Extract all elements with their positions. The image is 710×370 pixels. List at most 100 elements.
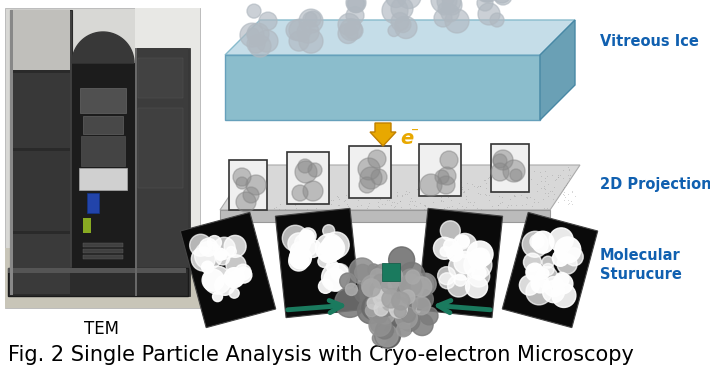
Bar	[10, 148, 70, 151]
Point	[569, 194, 581, 199]
Point	[415, 201, 426, 206]
Circle shape	[318, 241, 340, 263]
Point	[443, 190, 454, 196]
Point	[454, 200, 465, 206]
Point	[460, 196, 471, 202]
Text: ⁻: ⁻	[411, 125, 419, 141]
Point	[446, 197, 457, 203]
Bar	[138, 108, 183, 188]
Point	[484, 175, 496, 181]
Circle shape	[404, 311, 417, 325]
Bar	[229, 160, 267, 210]
Circle shape	[371, 169, 387, 185]
Circle shape	[557, 254, 577, 274]
Point	[472, 183, 484, 189]
Circle shape	[339, 273, 356, 289]
Circle shape	[368, 150, 386, 168]
Point	[562, 197, 574, 203]
Point	[558, 192, 569, 198]
Point	[535, 178, 547, 184]
Circle shape	[367, 302, 387, 322]
Point	[261, 206, 273, 212]
FancyArrow shape	[370, 123, 396, 146]
Point	[259, 203, 271, 209]
Bar	[80, 88, 126, 113]
Point	[433, 184, 444, 190]
Point	[566, 189, 577, 195]
Point	[373, 204, 384, 210]
Circle shape	[247, 35, 265, 53]
Point	[418, 191, 430, 196]
Point	[368, 189, 380, 195]
Point	[528, 199, 540, 205]
Circle shape	[335, 287, 365, 317]
Point	[497, 199, 508, 205]
Circle shape	[371, 275, 382, 287]
Circle shape	[315, 234, 344, 262]
Point	[501, 204, 513, 210]
Point	[520, 181, 532, 186]
Polygon shape	[502, 212, 598, 327]
Circle shape	[480, 0, 498, 2]
Circle shape	[523, 253, 542, 271]
Circle shape	[565, 248, 583, 266]
Circle shape	[371, 269, 384, 283]
Circle shape	[405, 282, 422, 300]
Point	[559, 194, 571, 200]
Point	[408, 202, 420, 208]
Circle shape	[438, 167, 456, 185]
Point	[385, 202, 396, 208]
Circle shape	[466, 276, 488, 298]
Circle shape	[390, 276, 402, 288]
Circle shape	[390, 308, 408, 326]
Point	[251, 205, 262, 211]
Point	[510, 171, 521, 176]
Circle shape	[399, 269, 423, 293]
Point	[481, 192, 492, 198]
Bar	[83, 249, 123, 253]
Circle shape	[503, 160, 525, 182]
Circle shape	[493, 0, 511, 3]
Circle shape	[373, 274, 388, 288]
Point	[290, 202, 301, 208]
Circle shape	[549, 228, 573, 252]
Circle shape	[259, 12, 277, 30]
Point	[457, 189, 469, 195]
Point	[567, 201, 578, 207]
Point	[488, 183, 499, 189]
Bar	[10, 231, 70, 234]
Point	[508, 178, 520, 184]
Circle shape	[398, 322, 412, 336]
Circle shape	[246, 175, 266, 195]
Bar	[135, 8, 200, 308]
Point	[494, 187, 506, 193]
Point	[295, 201, 306, 206]
Circle shape	[383, 286, 405, 309]
Circle shape	[290, 247, 312, 269]
Circle shape	[289, 251, 309, 271]
Circle shape	[369, 314, 391, 336]
Point	[504, 196, 515, 202]
Circle shape	[381, 266, 403, 288]
Circle shape	[382, 290, 400, 308]
Circle shape	[441, 4, 459, 22]
Point	[310, 199, 322, 205]
Point	[442, 188, 453, 194]
Point	[550, 177, 561, 183]
Bar	[5, 248, 200, 308]
Circle shape	[358, 298, 383, 324]
Point	[352, 198, 364, 204]
Point	[502, 202, 513, 208]
Polygon shape	[220, 165, 580, 210]
Bar	[83, 116, 123, 134]
Point	[563, 175, 574, 181]
Circle shape	[216, 251, 230, 265]
Point	[376, 201, 388, 207]
Point	[508, 192, 520, 198]
Circle shape	[212, 292, 222, 302]
Point	[405, 205, 416, 211]
Circle shape	[215, 275, 235, 295]
Point	[454, 178, 465, 184]
Circle shape	[190, 234, 212, 256]
Circle shape	[207, 236, 222, 250]
